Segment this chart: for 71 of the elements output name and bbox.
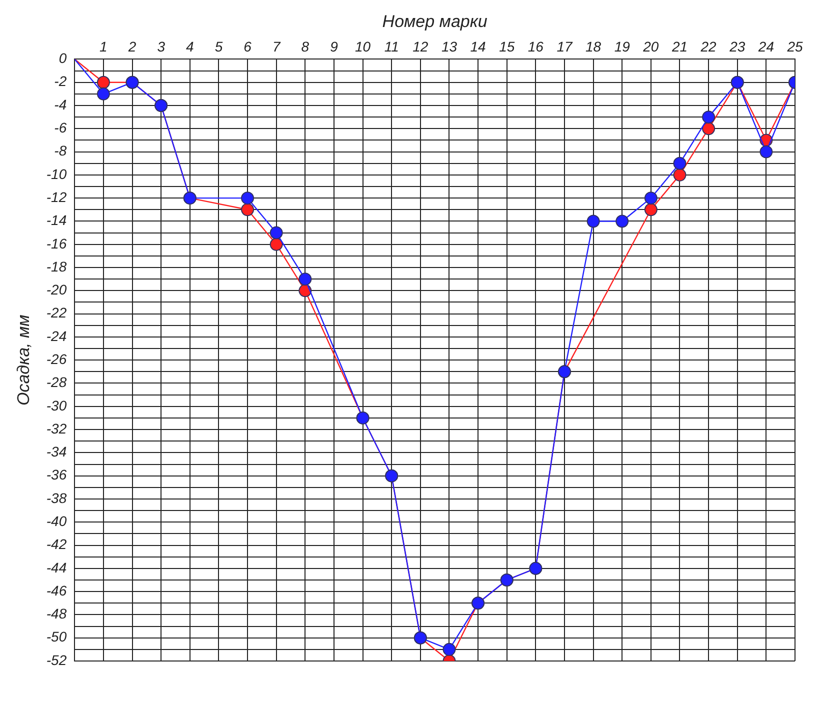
y-axis-title: Осадка, мм — [14, 314, 33, 406]
x-tick-label: 25 — [786, 38, 803, 55]
x-tick-label: 19 — [614, 38, 630, 55]
point — [760, 145, 773, 158]
point — [270, 238, 283, 251]
x-tick-label: 15 — [499, 38, 515, 55]
y-tick-label: 0 — [58, 50, 67, 66]
y-tick-label: -26 — [46, 350, 67, 367]
y-tick-label: -14 — [46, 212, 67, 228]
y-tick-label: -38 — [46, 490, 67, 506]
point — [673, 156, 686, 170]
x-tick-label: 16 — [528, 38, 544, 55]
y-tick-label: -52 — [46, 652, 67, 668]
x-tick-label: 21 — [670, 38, 688, 55]
x-tick-label: 18 — [586, 38, 602, 55]
point — [673, 168, 686, 182]
x-tick-label: 20 — [642, 38, 659, 55]
x-tick-label: 11 — [384, 38, 399, 55]
x-tick-label: 12 — [412, 38, 428, 55]
y-tick-label: -16 — [46, 235, 67, 252]
x-tick-label: 5 — [214, 38, 223, 55]
x-tick-label: 7 — [272, 38, 282, 55]
x-tick-label: 13 — [441, 38, 458, 55]
y-tick-label: -6 — [54, 120, 67, 136]
y-tick-label: -34 — [46, 444, 67, 460]
x-tick-label: 17 — [556, 38, 574, 55]
point — [644, 192, 658, 205]
point — [298, 272, 312, 286]
x-tick-label: 22 — [700, 38, 717, 55]
point — [96, 87, 110, 100]
y-tick-label: -20 — [46, 282, 67, 298]
point — [96, 76, 110, 89]
y-tick-label: -22 — [46, 304, 67, 321]
y-tick-label: -8 — [54, 142, 67, 159]
y-tick-label: -24 — [46, 328, 67, 344]
y-tick-label: -42 — [46, 536, 67, 552]
point — [702, 110, 716, 124]
x-tick-label: 9 — [330, 38, 338, 55]
point — [270, 226, 283, 240]
x-tick-label: 6 — [244, 38, 252, 55]
y-tick-label: -28 — [46, 374, 67, 390]
x-tick-label: 23 — [728, 38, 746, 55]
point — [241, 203, 254, 216]
y-tick-label: -50 — [46, 628, 67, 645]
x-tick-label: 24 — [757, 38, 774, 55]
y-tick-label: -46 — [46, 582, 67, 598]
x-tick-label: 2 — [127, 38, 136, 55]
point — [644, 203, 658, 216]
y-tick-label: -12 — [46, 188, 67, 205]
y-tick-label: -40 — [46, 513, 67, 530]
x-tick-label: 14 — [470, 38, 486, 55]
x-tick-label: 3 — [157, 38, 166, 55]
y-tick-label: -2 — [54, 73, 67, 90]
x-tick-label: 1 — [100, 38, 108, 55]
y-tick-label: -32 — [46, 420, 67, 436]
point — [702, 122, 716, 136]
y-tick-label: -18 — [46, 258, 67, 274]
y-tick-label: -44 — [46, 559, 67, 576]
y-tick-label: -30 — [46, 397, 67, 414]
y-tick-label: -10 — [46, 166, 67, 182]
x-axis-title: Номер марки — [382, 12, 488, 31]
y-tick-label: -48 — [46, 606, 67, 622]
point — [586, 214, 600, 228]
point — [442, 642, 456, 656]
x-tick-label: 8 — [301, 38, 310, 55]
x-tick-label: 10 — [354, 38, 371, 55]
y-tick-label: -4 — [54, 96, 67, 112]
point — [616, 214, 629, 228]
y-tick-label: -36 — [46, 466, 67, 483]
x-tick-label: 4 — [186, 38, 194, 55]
point — [241, 192, 254, 205]
